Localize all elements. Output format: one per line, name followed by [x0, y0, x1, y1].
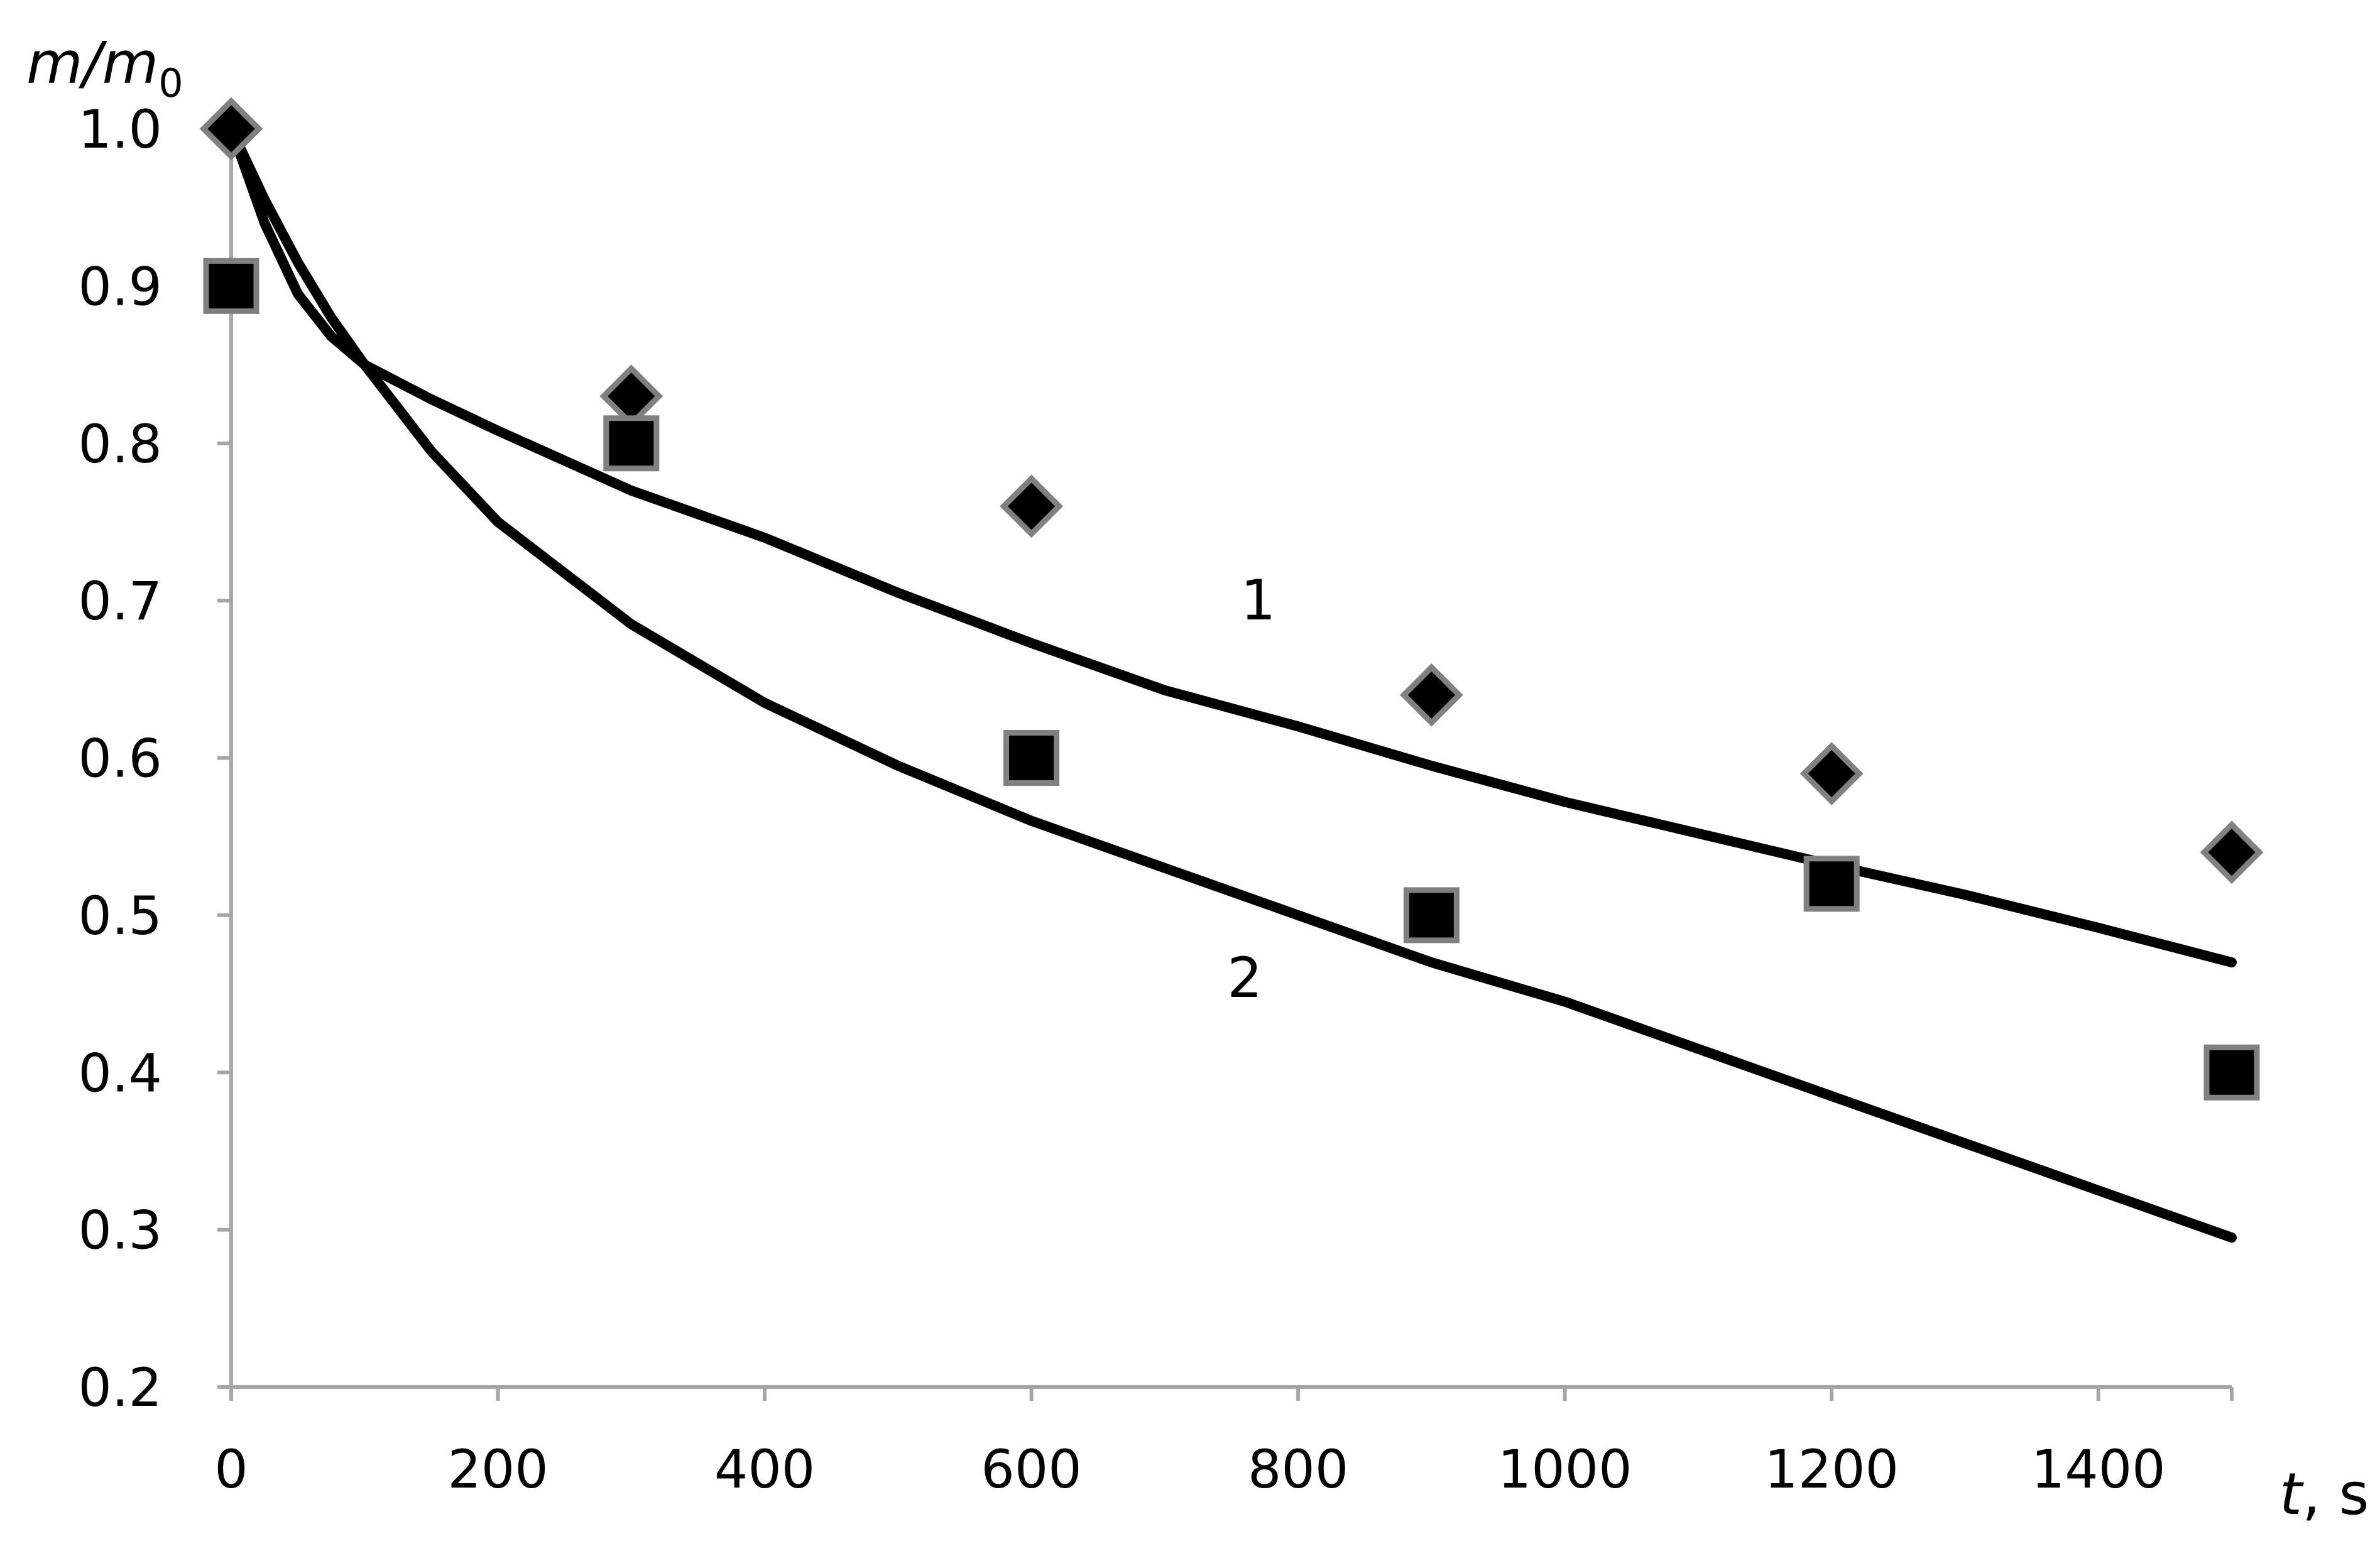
- square-marker: [603, 415, 660, 472]
- x-tick-label: 0: [214, 1439, 248, 1500]
- axes: [229, 122, 2232, 1389]
- y-tick-label: 0.4: [78, 1042, 162, 1104]
- y-tick-label: 0.9: [78, 256, 162, 317]
- x-axis-title-unit: , s: [2302, 1461, 2369, 1528]
- x-tick-label: 400: [714, 1439, 815, 1500]
- diamond-marker: [1000, 474, 1063, 538]
- y-tick-label: 0.6: [78, 728, 162, 790]
- y-tick-label: 1.0: [78, 99, 162, 160]
- y-axis-title: m/m0: [26, 30, 183, 106]
- y-tick-label: 0.8: [78, 413, 162, 475]
- diamond-marker: [2200, 820, 2264, 884]
- y-tick-label: 0.2: [78, 1357, 162, 1418]
- curve-labels: 12: [1227, 568, 1275, 1010]
- x-tick-label: 1000: [1498, 1439, 1632, 1500]
- fit-curve-2: [226, 124, 2237, 1243]
- curve-label-1: 1: [1240, 568, 1275, 633]
- square-marker: [1403, 887, 1460, 944]
- diamond-marker: [1400, 663, 1463, 727]
- fit-curves: [226, 124, 2237, 1243]
- x-tick-label: 600: [981, 1439, 1081, 1500]
- x-tick-label: 1400: [2031, 1439, 2166, 1500]
- y-tick-label: 0.3: [78, 1200, 162, 1261]
- y-tick-label: 0.5: [78, 885, 162, 947]
- x-tick-label: 1200: [1764, 1439, 1899, 1500]
- square-marker: [1803, 856, 1860, 912]
- curve-label-2: 2: [1227, 945, 1262, 1010]
- x-axis-ticks: 0 200 400 600 800 1000 1200 1400: [214, 1387, 2234, 1500]
- diamond-marker: [199, 97, 263, 161]
- x-axis-title-main: t: [2279, 1461, 2304, 1528]
- x-axis-title: t, s: [2279, 1461, 2369, 1528]
- y-axis-title-subscript: 0: [158, 60, 183, 106]
- x-tick-label: 800: [1248, 1439, 1348, 1500]
- y-axis-ticks: 0.2 0.3 0.4 0.5 0.6 0.7 0.8 0.9 1.0: [78, 99, 231, 1418]
- y-axis-title-main: m/m: [26, 30, 158, 97]
- diamond-marker: [1799, 742, 1864, 805]
- x-tick-label: 200: [447, 1439, 548, 1500]
- square-marker: [203, 258, 259, 314]
- square-marker: [1003, 730, 1060, 786]
- y-tick-label: 0.7: [78, 570, 162, 632]
- data-points: [199, 97, 2264, 1101]
- square-marker: [2203, 1044, 2260, 1101]
